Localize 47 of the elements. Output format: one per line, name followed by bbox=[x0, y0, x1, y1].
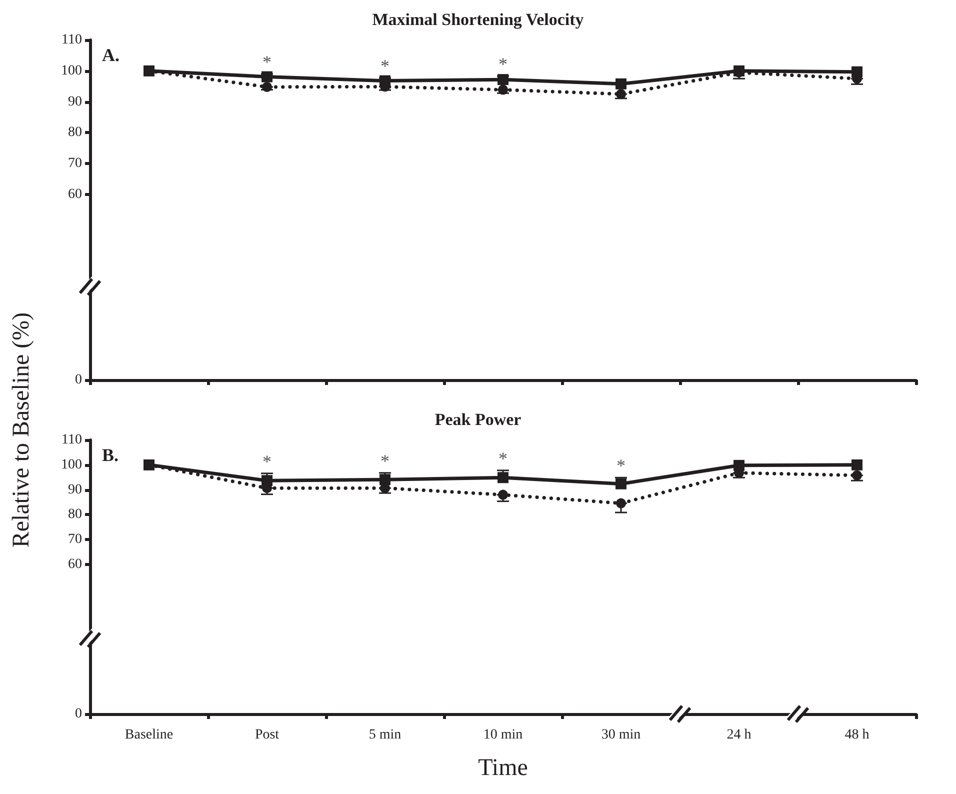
y-tick-label: 70 bbox=[68, 532, 82, 548]
y-tick-label: 0 bbox=[75, 372, 82, 388]
chart-title: Peak Power bbox=[434, 410, 522, 429]
annotation: * bbox=[616, 456, 626, 476]
y-tick-label: 80 bbox=[68, 507, 82, 522]
y-tick-label: 60 bbox=[68, 187, 82, 202]
point bbox=[616, 89, 626, 100]
annotation: * bbox=[262, 52, 272, 72]
y-tick-label: 100 bbox=[61, 457, 82, 472]
point bbox=[498, 490, 508, 500]
y-tick-label: 100 bbox=[61, 63, 82, 78]
y-tick-label: 0 bbox=[75, 706, 82, 722]
y-tick-label: 90 bbox=[68, 482, 82, 498]
x-tick-label: 10 min bbox=[483, 728, 523, 742]
y-tick-label: 110 bbox=[62, 32, 82, 48]
chart-title: Maximal Shortening Velocity bbox=[372, 10, 584, 29]
annotation: A. bbox=[102, 45, 120, 65]
x-tick-label: 48 h bbox=[844, 728, 870, 742]
point bbox=[616, 78, 626, 90]
point bbox=[498, 84, 508, 95]
x-tick-label: 24 h bbox=[726, 728, 752, 742]
x-tick-label: 5 min bbox=[368, 728, 402, 742]
point bbox=[616, 478, 626, 490]
point bbox=[380, 474, 390, 486]
x-tick-label: 30 min bbox=[601, 728, 641, 742]
y-tick-label: 60 bbox=[68, 557, 82, 572]
annotation: * bbox=[498, 448, 508, 468]
point bbox=[616, 498, 626, 508]
point bbox=[498, 74, 508, 86]
annotation: * bbox=[498, 54, 508, 74]
y-tick-label: 80 bbox=[68, 125, 82, 140]
point bbox=[262, 71, 272, 82]
point bbox=[852, 459, 862, 470]
annotation: * bbox=[262, 451, 272, 472]
point bbox=[852, 470, 862, 480]
annotation: * bbox=[380, 450, 390, 471]
annotation: * bbox=[380, 56, 390, 76]
y-tick-label: 70 bbox=[68, 156, 82, 172]
x-tick-label: Post bbox=[254, 728, 280, 742]
y-tick-label: 110 bbox=[62, 432, 82, 448]
annotation: B. bbox=[102, 445, 119, 465]
y-axis-title: Relative to Baseline (%) bbox=[8, 312, 36, 548]
point bbox=[498, 472, 508, 484]
x-axis-title: Time bbox=[478, 755, 528, 781]
point bbox=[262, 82, 272, 92]
x-tick-label: Baseline bbox=[124, 728, 174, 742]
y-tick-label: 90 bbox=[68, 94, 82, 110]
